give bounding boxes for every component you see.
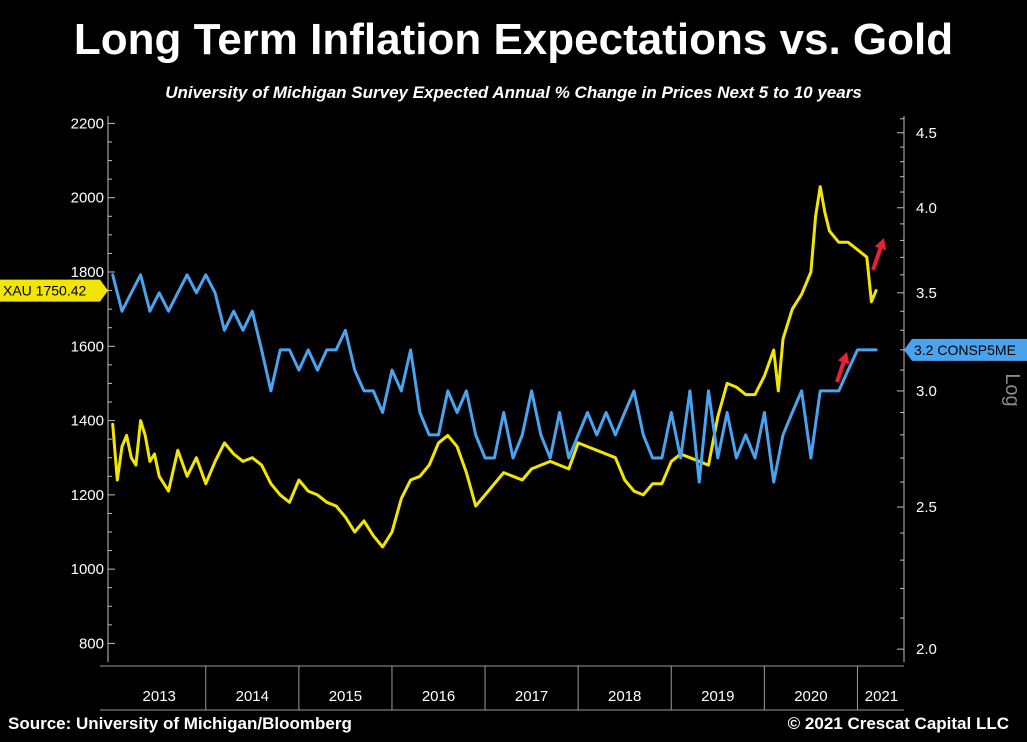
left-axis-tick-label: 800 — [79, 635, 104, 652]
right-axis-scale-label: Log — [1001, 373, 1023, 406]
x-axis-tick-label: 2020 — [794, 688, 827, 705]
left-axis-tick-label: 1200 — [71, 487, 104, 504]
series-line-consp5me — [111, 273, 878, 484]
last-value-tag-xau: XAU 1750.42 — [0, 279, 108, 302]
right-axis-tick-label: 3.5 — [916, 285, 937, 302]
x-axis-tick-label: 2013 — [143, 688, 176, 705]
series-layer — [111, 185, 878, 549]
last-value-tag-label: XAU 1750.42 — [3, 283, 86, 299]
series-line-xau — [111, 185, 878, 549]
red-arrow-gold — [871, 238, 887, 271]
arrow-shaft — [835, 361, 846, 383]
x-axis-tick-label: 2014 — [236, 688, 269, 705]
arrow-shaft — [871, 247, 883, 271]
last-value-tag-label: 3.2 CONSP5ME — [914, 342, 1016, 358]
chart-subtitle: University of Michigan Survey Expected A… — [165, 83, 862, 102]
x-axis-tick-label: 2016 — [422, 688, 455, 705]
right-axis-tick-label: 3.0 — [916, 383, 937, 400]
left-axis-tick-label: 1600 — [71, 338, 104, 355]
right-axis-tick-label: 2.5 — [916, 499, 937, 516]
left-axis-tick-label: 1400 — [71, 413, 104, 430]
right-axis-tick-label: 2.0 — [916, 641, 937, 658]
last-value-tag-consp5me: 3.2 CONSP5ME — [904, 338, 1027, 361]
last-value-tag-bg — [904, 338, 1027, 361]
source-note: Source: University of Michigan/Bloomberg — [8, 714, 352, 733]
right-axis-tick-label: 4.0 — [916, 200, 937, 217]
x-axis-tick-label: 2018 — [608, 688, 641, 705]
left-axis-tick-label: 1800 — [71, 264, 104, 281]
right-axis-tick-label: 4.5 — [916, 125, 937, 142]
red-arrow-expectations — [835, 352, 850, 383]
x-axis-tick-label: 2017 — [515, 688, 548, 705]
labels-layer: XAU 1750.42 3.2 CONSP5ME — [0, 238, 1027, 383]
last-value-tag-bg — [0, 279, 108, 302]
x-axis-tick-label: 2019 — [701, 688, 734, 705]
chart-title: Long Term Inflation Expectations vs. Gol… — [73, 15, 954, 64]
arrow-head — [837, 352, 850, 365]
x-axis-tick-label: 2021 — [865, 688, 898, 705]
arrow-head — [874, 238, 887, 251]
left-axis-tick-label: 2000 — [71, 190, 104, 207]
left-axis-tick-label: 2200 — [71, 115, 104, 132]
x-axis-tick-label: 2015 — [329, 688, 362, 705]
copyright-note: © 2021 Crescat Capital LLC — [787, 714, 1009, 733]
axes: 800 1000 1200 1400 1600 1800 2000 2200 2.0 2.5 3.0… — [71, 115, 1023, 711]
left-axis-tick-label: 1000 — [71, 561, 104, 578]
